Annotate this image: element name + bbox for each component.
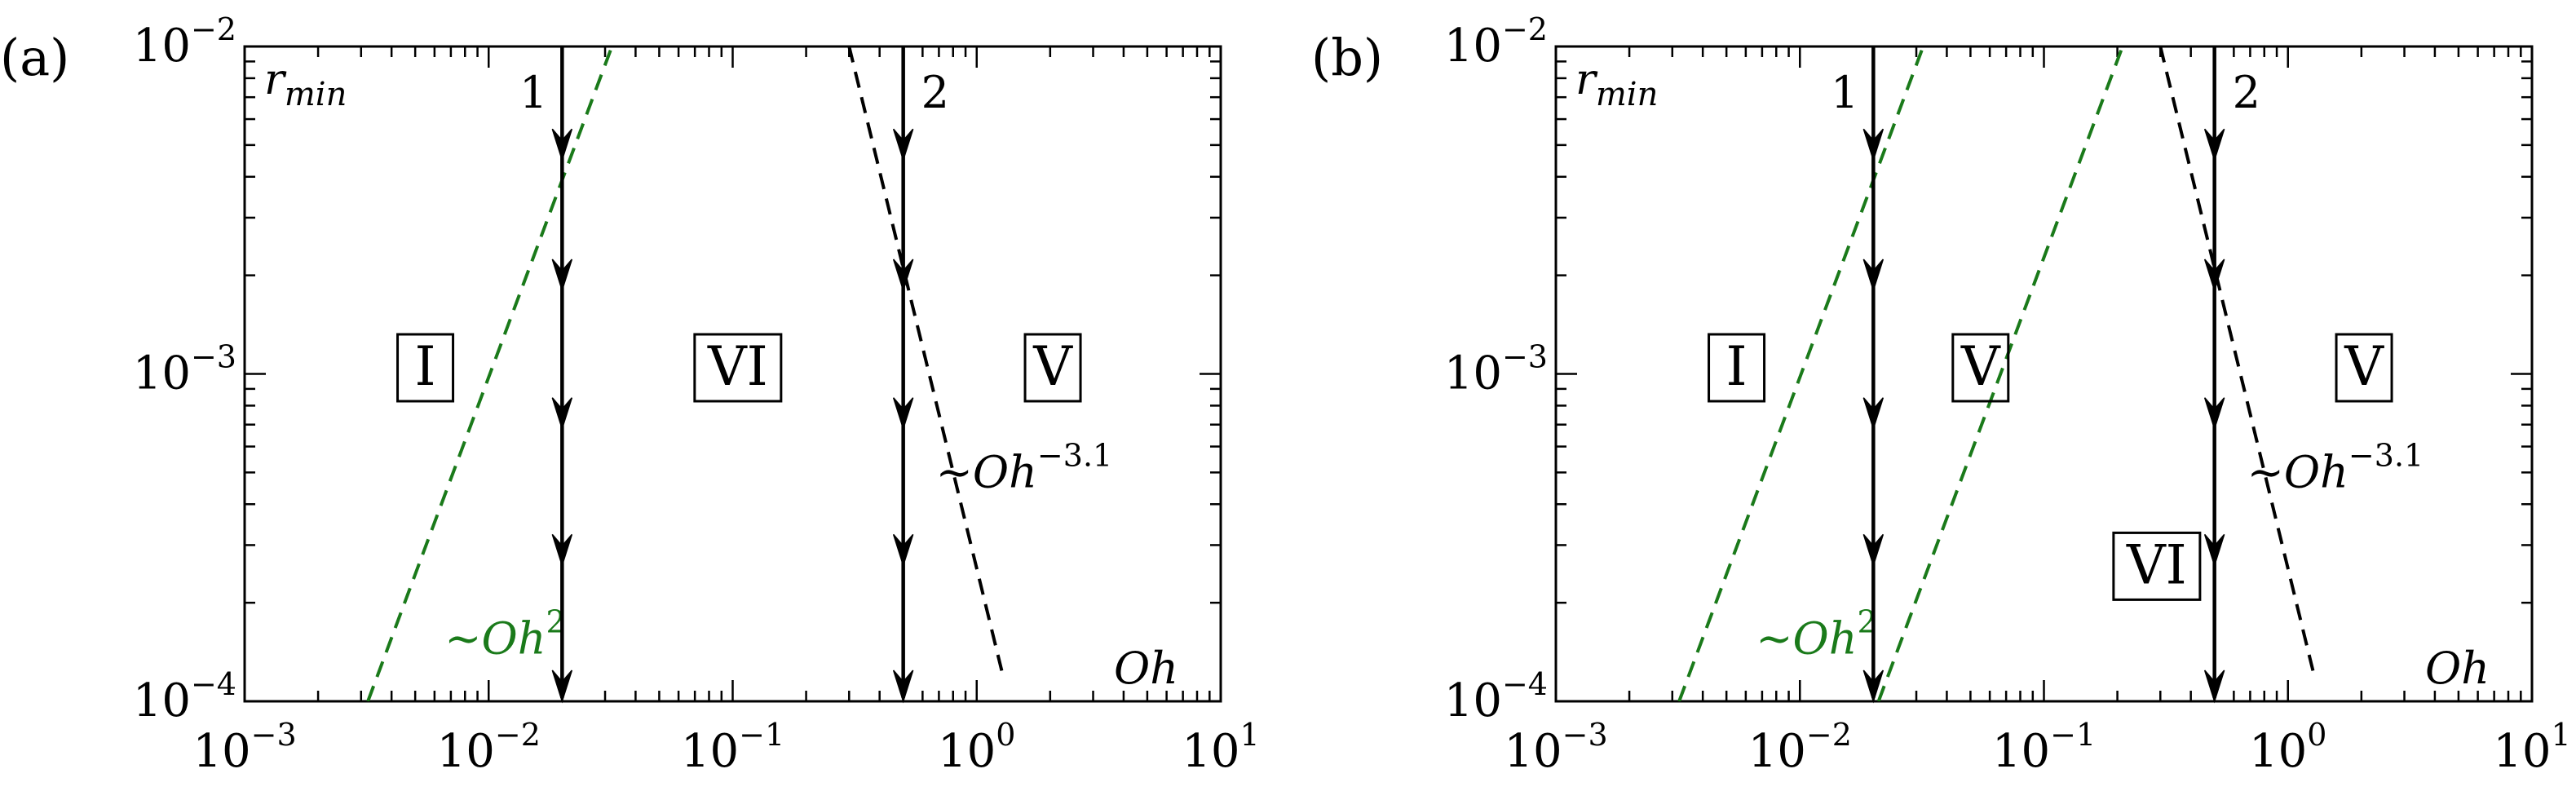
arrow-label: 2 xyxy=(921,67,949,118)
y-tick-label: 10−4 xyxy=(1444,666,1548,727)
arrowhead xyxy=(551,669,573,704)
arrowhead xyxy=(892,259,914,293)
y-tick-label: 10−4 xyxy=(133,666,236,727)
green-scaling-line xyxy=(366,46,614,701)
x-tick-label: 10−1 xyxy=(1992,717,2096,778)
x-tick-label: 10−3 xyxy=(1504,717,1607,778)
arrowhead xyxy=(2203,533,2225,568)
arrowhead xyxy=(2203,669,2225,704)
region-label: I xyxy=(1726,335,1748,398)
arrowhead xyxy=(892,669,914,704)
x-axis-label: Oh xyxy=(1114,643,1178,694)
y-tick-label: 10−2 xyxy=(1444,11,1548,73)
arrowhead xyxy=(2203,397,2225,431)
green-scaling-line-label: ∼Oh2 xyxy=(444,603,565,664)
green-scaling-line xyxy=(1677,46,1925,701)
arrow-label: 1 xyxy=(519,67,547,118)
region-box xyxy=(1951,333,2010,403)
arrowhead xyxy=(892,128,914,162)
region-box xyxy=(1708,333,1766,403)
x-tick-label: 101 xyxy=(1182,717,1259,778)
arrowhead xyxy=(1862,669,1885,704)
region-box xyxy=(693,333,783,403)
y-axis-label: rmin xyxy=(1575,55,1658,113)
arrowhead xyxy=(1862,397,1885,431)
region-box xyxy=(396,333,455,403)
y-tick-label: 10−2 xyxy=(133,11,236,73)
arrow-label: 2 xyxy=(2233,67,2260,118)
region-label: I xyxy=(415,335,436,398)
x-axis-label: Oh xyxy=(2425,643,2490,694)
arrowhead xyxy=(1862,259,1885,293)
black-scaling-line xyxy=(2158,46,2316,676)
y-axis-label: rmin xyxy=(264,55,347,113)
arrowhead xyxy=(551,533,573,568)
x-tick-label: 10−3 xyxy=(192,717,296,778)
black-scaling-line xyxy=(847,46,1005,676)
y-tick-label: 10−3 xyxy=(133,339,236,400)
plot-frame xyxy=(1554,45,2534,703)
arrowhead xyxy=(892,533,914,568)
panel-label: (b) xyxy=(1311,28,1383,87)
arrowhead xyxy=(551,397,573,431)
x-tick-label: 10−2 xyxy=(437,717,541,778)
arrowhead xyxy=(1862,128,1885,162)
arrowhead xyxy=(551,259,573,293)
arrowhead xyxy=(551,128,573,162)
region-box xyxy=(1023,333,1082,403)
region-label: V xyxy=(2344,335,2384,398)
region-label: V xyxy=(1960,335,2001,398)
region-box xyxy=(2335,333,2393,403)
region-box xyxy=(2112,531,2202,601)
green-scaling-line xyxy=(1876,46,2124,701)
y-tick-label: 10−3 xyxy=(1444,339,1548,400)
x-tick-label: 100 xyxy=(2249,717,2326,778)
region-label: VI xyxy=(707,335,768,398)
region-label: VI xyxy=(2126,533,2187,596)
green-scaling-line-label: ∼Oh2 xyxy=(1756,603,1876,664)
arrow-label: 1 xyxy=(1831,67,1858,118)
arrowhead xyxy=(2203,128,2225,162)
region-label: V xyxy=(1032,335,1073,398)
black-scaling-line-label: ∼Oh−3.1 xyxy=(2247,438,2424,498)
x-tick-label: 10−1 xyxy=(681,717,784,778)
black-scaling-line-label: ∼Oh−3.1 xyxy=(936,438,1113,498)
x-tick-label: 100 xyxy=(938,717,1015,778)
arrowhead xyxy=(2203,259,2225,293)
x-tick-label: 10−2 xyxy=(1748,717,1852,778)
arrowhead xyxy=(1862,533,1885,568)
arrowhead xyxy=(892,397,914,431)
x-tick-label: 101 xyxy=(2493,717,2570,778)
panel-label: (a) xyxy=(0,28,69,87)
